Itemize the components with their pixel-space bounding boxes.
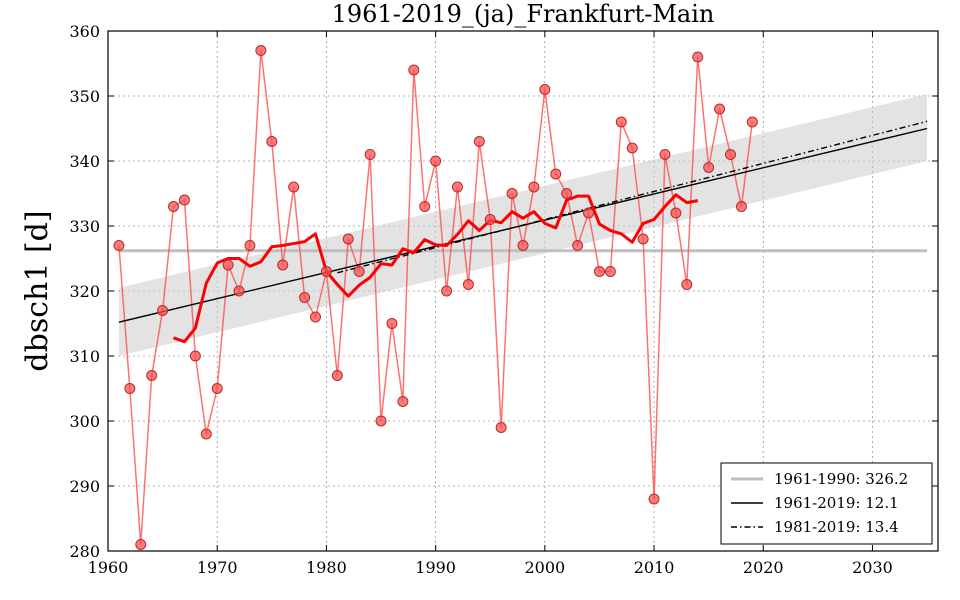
data-point <box>703 162 715 173</box>
data-point <box>277 259 289 271</box>
data-point <box>124 383 136 394</box>
y-tick-label: 320 <box>69 282 100 301</box>
data-point <box>222 259 234 271</box>
data-point <box>583 207 595 219</box>
data-point <box>342 233 354 245</box>
data-point <box>397 396 409 407</box>
x-tick-label: 1990 <box>415 558 456 577</box>
data-point <box>419 201 431 212</box>
data-point <box>484 214 496 225</box>
chart-title: 1961-2019_(ja)_Frankfurt-Main <box>332 0 715 28</box>
data-point <box>670 207 682 219</box>
data-point <box>266 136 278 147</box>
data-point <box>517 240 529 251</box>
y-tick-label: 340 <box>69 152 100 171</box>
data-point <box>255 45 267 56</box>
y-tick-label: 280 <box>69 542 100 561</box>
data-point <box>648 493 660 505</box>
data-point <box>211 383 223 394</box>
x-tick-label: 1980 <box>306 558 347 577</box>
x-tick-label: 1960 <box>88 558 129 577</box>
x-tick-label: 2010 <box>634 558 675 577</box>
legend-label-trend-1981-2019: 1981-2019: 13.4 <box>774 518 899 536</box>
data-point <box>135 539 147 550</box>
y-tick-label: 300 <box>69 412 100 431</box>
data-point <box>692 51 704 63</box>
observation-points <box>113 45 758 550</box>
data-point <box>539 84 551 95</box>
tick-labels: 1960 1970 1980 1990 2000 2010 2020 2030 280 290 30… <box>69 22 892 577</box>
data-point <box>441 285 453 297</box>
y-tick-label: 330 <box>69 217 100 236</box>
data-point <box>637 233 649 245</box>
data-point <box>604 266 616 277</box>
data-point <box>681 279 693 290</box>
legend-label-trend-1961-2019: 1961-2019: 12.1 <box>774 494 899 512</box>
data-point <box>659 149 671 160</box>
data-point <box>386 318 398 329</box>
data-point <box>462 279 474 290</box>
x-tick-label: 2000 <box>524 558 565 577</box>
data-point <box>310 311 321 323</box>
data-point <box>375 415 387 427</box>
data-point <box>113 240 125 251</box>
data-point <box>725 149 736 160</box>
data-point <box>430 155 442 167</box>
x-tick-label: 2020 <box>743 558 784 577</box>
data-point <box>735 201 747 212</box>
data-point <box>146 370 158 381</box>
data-point <box>528 181 540 193</box>
y-tick-label: 290 <box>69 477 100 496</box>
legend-label-mean: 1961-1990: 326.2 <box>774 470 908 488</box>
data-point <box>233 285 245 297</box>
data-point <box>200 428 212 440</box>
data-point <box>615 116 627 128</box>
legend: 1961-1990: 326.2 1961-2019: 12.1 1981-20… <box>720 462 933 545</box>
data-point <box>320 266 332 277</box>
data-point <box>626 142 638 154</box>
data-point <box>593 266 605 277</box>
data-point <box>473 136 485 147</box>
data-point <box>189 350 201 362</box>
x-tick-label: 2030 <box>852 558 893 577</box>
data-point <box>746 116 758 128</box>
data-point <box>244 240 256 251</box>
y-tick-label: 360 <box>69 22 100 41</box>
data-point <box>451 181 463 193</box>
data-point <box>714 103 726 115</box>
data-point <box>331 370 343 381</box>
data-point <box>495 422 507 433</box>
data-point <box>550 168 562 180</box>
data-point <box>364 149 376 160</box>
data-point <box>572 240 584 251</box>
data-point <box>299 292 311 303</box>
data-point <box>561 188 573 199</box>
axis-ticks <box>107 30 938 552</box>
data-point <box>178 194 190 206</box>
x-tick-label: 1970 <box>197 558 238 577</box>
y-axis-label: dbsch1 [d] <box>20 210 55 371</box>
smoothed-line <box>173 193 699 344</box>
data-point <box>408 64 420 76</box>
data-point <box>157 305 169 316</box>
data-point <box>288 181 300 193</box>
data-point <box>506 188 518 199</box>
y-tick-label: 310 <box>69 347 100 366</box>
data-point <box>353 266 365 277</box>
data-point <box>168 201 180 212</box>
y-tick-label: 350 <box>69 87 100 106</box>
